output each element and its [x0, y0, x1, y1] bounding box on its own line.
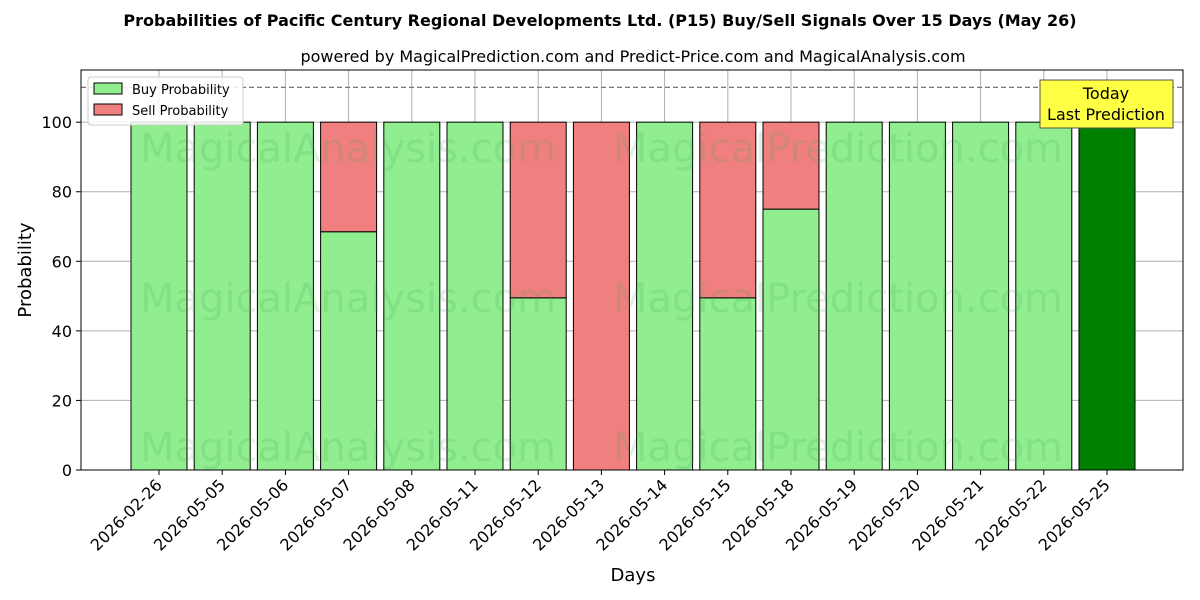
y-tick-label: 0: [62, 461, 72, 480]
plot-frame: [80, 69, 1184, 471]
bar-buy: [825, 121, 883, 471]
y-tick-label: 60: [52, 252, 72, 271]
chart-subtitle: powered by MagicalPrediction.com and Pre…: [300, 47, 965, 66]
watermark-text: MagicalPrediction.com: [613, 276, 1063, 322]
bar-buy: [446, 121, 504, 471]
y-tick-label: 80: [52, 183, 72, 202]
chart-title: Probabilities of Pacific Century Regiona…: [123, 11, 1076, 30]
bar-buy: [1078, 121, 1136, 471]
bar-buy: [888, 121, 946, 471]
annotation-line2: Last Prediction: [1047, 105, 1165, 124]
legend-box: [87, 76, 244, 126]
bar-buy: [699, 297, 757, 471]
y-tick-label: 40: [52, 322, 72, 341]
x-axis-label: Days: [611, 565, 656, 586]
x-axis: 2026-02-262026-05-052026-05-062026-05-07…: [87, 470, 1114, 555]
watermark-text: MagicalAnalysis.com: [140, 276, 556, 322]
y-tick-label: 20: [52, 391, 72, 410]
y-tick-label: 100: [41, 113, 72, 132]
bar-sell: [320, 121, 378, 233]
bar-buy: [762, 208, 820, 471]
bar-buy: [952, 121, 1010, 471]
annotation-box: [1039, 79, 1174, 129]
legend-label-sell: Sell Probability: [132, 104, 229, 119]
bar-sell: [572, 121, 630, 471]
legend-swatch-buy: [93, 82, 123, 95]
today-annotation: Today Last Prediction: [1039, 79, 1174, 129]
watermark-text: MagicalPrediction.com: [613, 425, 1063, 471]
legend-swatch-sell: [93, 103, 123, 116]
bars: [130, 121, 1136, 471]
annotation-line1: Today: [1082, 84, 1129, 103]
watermark-text: MagicalPrediction.com: [613, 126, 1063, 172]
bar-sell: [699, 121, 757, 299]
y-axis: 0 20 40 60 80 100: [41, 113, 81, 480]
y-axis-label: Probability: [15, 222, 36, 317]
bar-buy: [256, 121, 314, 471]
legend: Buy Probability Sell Probability: [87, 76, 244, 126]
bar-buy: [636, 121, 694, 471]
bar-sell: [509, 121, 567, 299]
watermarks: MagicalAnalysis.com MagicalPrediction.com…: [140, 126, 1063, 471]
bar-sell: [762, 121, 820, 210]
watermark-text: MagicalAnalysis.com: [140, 126, 556, 172]
legend-label-buy: Buy Probability: [132, 83, 230, 98]
watermark-text: MagicalAnalysis.com: [140, 425, 556, 471]
bar-buy: [1015, 121, 1073, 471]
bar-buy: [383, 121, 441, 471]
